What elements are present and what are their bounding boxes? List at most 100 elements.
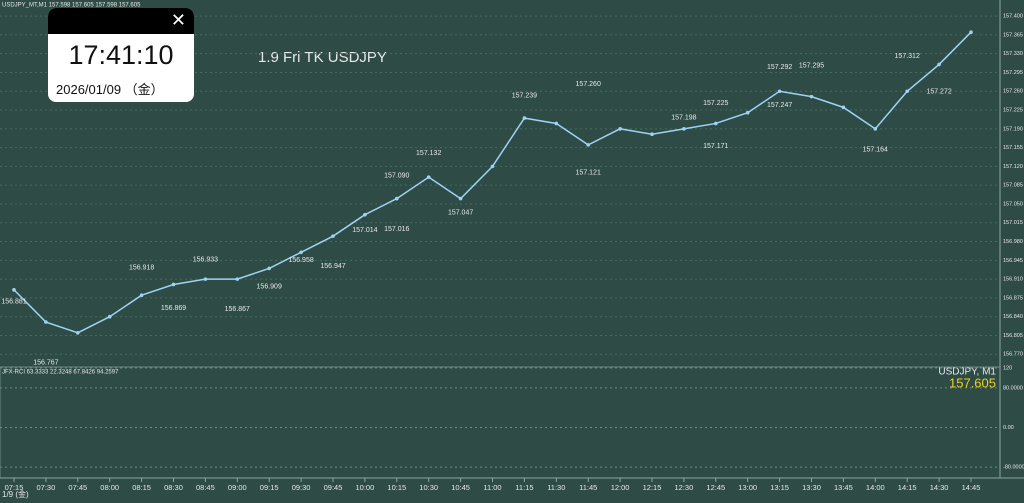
clock-time: 17:41:10 [68,40,174,70]
price-point [554,121,559,126]
price-annotation: 156.947 [320,263,345,270]
symbol: USDJPY, M1 [938,367,996,378]
y-tick-label: 157.015 [1003,220,1023,226]
price-point [107,314,112,319]
x-tick-label: 08:00 [100,483,119,492]
x-tick-label: 09:30 [292,483,311,492]
price-point [714,121,718,126]
y-tick-label: 157.365 [1003,32,1023,38]
price-annotation: 156.869 [161,305,186,312]
x-tick-label: 10:45 [451,483,470,492]
y-tick-label: 157.155 [1003,145,1023,151]
x-tick-label: 12:45 [706,483,725,492]
price-point [809,94,814,99]
price-point [171,282,176,287]
price-annotation: 157.225 [703,100,728,107]
clock-date: 2026/01/09 （金） [56,82,164,97]
price-annotation: 157.016 [384,226,409,233]
price-point [841,105,846,110]
y-tick-label: 157.225 [1003,107,1023,113]
price-point [267,266,272,271]
x-tick-label: 11:15 [515,483,533,492]
indicator-tick-label: -80.0000 [1003,465,1024,471]
x-tick-label: 12:00 [611,483,630,492]
indicator-tick-label: 120 [1003,365,1012,371]
price-annotation: 157.164 [863,147,888,154]
price-annotation: 156.867 [225,306,250,313]
price-point [139,293,144,298]
price-point [905,89,909,94]
x-tick-label: 14:45 [962,483,981,492]
last-price: 157.605 [949,375,996,390]
price-annotation: 157.272 [926,89,951,96]
price-annotation: 156.918 [129,265,154,272]
clock-bar: ✕ [48,8,194,34]
price-annotation: 157.247 [767,102,792,109]
price-point [618,127,622,131]
price-point [299,250,303,255]
y-tick-label: 157.050 [1003,201,1023,207]
y-tick-label: 157.260 [1003,89,1023,95]
close-button[interactable]: ✕ [170,10,186,30]
x-tick-label: 10:00 [356,483,375,492]
price-point [777,89,782,94]
x-tick-label: 12:30 [675,483,694,492]
x-tick-label: 11:00 [483,483,501,492]
price-point [203,277,208,281]
clock-widget: ✕ 17:41:10 2026/01/09 （金） [48,8,194,102]
y-tick-label: 157.190 [1003,126,1023,132]
price-point [458,196,463,201]
x-tick-label: 14:30 [930,483,949,492]
header: USDJPY_MT,M1 157.598 157.605 157.598 157… [2,3,141,9]
price-point [745,110,750,115]
price-point [586,143,590,147]
price-point [363,212,367,217]
y-tick-label: 156.910 [1003,277,1023,283]
price-point [12,288,16,292]
price-annotation: 157.121 [576,170,601,177]
price-point [76,330,80,335]
price-annotation: 157.171 [703,143,728,150]
y-tick-label: 156.875 [1003,295,1023,301]
x-tick-label: 13:00 [738,483,757,492]
price-annotation: 157.047 [448,209,473,216]
price-point [650,132,654,136]
y-tick-label: 157.295 [1003,70,1023,76]
price-point [44,320,48,324]
x-tick-label: 08:15 [132,483,151,492]
x-tick-label: 11:45 [579,483,597,492]
x-tick-label: 10:15 [387,483,406,492]
price-annotation: 156.909 [257,283,282,290]
indicator-panel [0,366,1001,479]
y-tick-label: 157.330 [1003,51,1023,57]
x-tick-label: 08:30 [164,483,183,492]
x-tick-label: 09:45 [324,483,343,492]
price-annotation: 157.132 [416,150,441,157]
price-point [937,62,941,67]
y-tick-label: 157.085 [1003,183,1023,189]
x-tick-label: 14:00 [866,483,885,492]
price-annotation: 156.958 [288,257,313,264]
indicator-tick-label: 80.0000 [1003,385,1023,391]
price-annotation: 156.933 [193,257,218,264]
price-annotation: 157.198 [671,114,696,121]
price-annotation: 157.090 [384,172,409,179]
y-tick-label: 157.400 [1003,14,1023,20]
x-tick-label: 11:30 [547,483,565,492]
x-tick-label: 14:15 [898,483,917,492]
price-annotation: 156.881 [1,299,26,306]
price-point [235,277,240,281]
x-tick-label: 09:15 [260,483,279,492]
price-point [682,127,686,131]
indicator-tick-label: 0.00 [1003,425,1014,431]
x-tick-label: 07:45 [68,483,87,492]
y-tick-label: 156.770 [1003,352,1023,358]
y-tick-label: 156.805 [1003,333,1023,339]
x-tick-label: 07:15 [5,483,24,492]
x-tick-label: 10:30 [419,483,438,492]
price-annotation: 157.239 [512,92,537,99]
price-annotation: 157.292 [767,64,792,71]
y-tick-label: 156.980 [1003,239,1023,245]
